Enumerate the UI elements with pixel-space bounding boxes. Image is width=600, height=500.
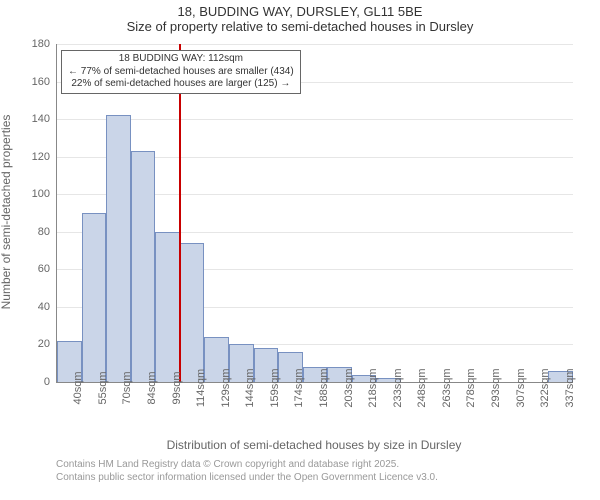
- annotation-box: 18 BUDDING WAY: 112sqm← 77% of semi-deta…: [61, 50, 301, 94]
- x-tick-label: 99sqm: [171, 371, 183, 404]
- annotation-line1: 18 BUDDING WAY: 112sqm: [68, 53, 294, 66]
- annotation-line3: 22% of semi-detached houses are larger (…: [68, 78, 294, 91]
- y-tick-label: 80: [0, 226, 50, 238]
- x-tick-label: 84sqm: [146, 371, 158, 404]
- y-tick-label: 160: [0, 76, 50, 88]
- y-tick-label: 140: [0, 113, 50, 125]
- histogram-bar: [180, 243, 205, 382]
- x-tick-label: 174sqm: [293, 368, 305, 407]
- annotation-line2: ← 77% of semi-detached houses are smalle…: [68, 66, 294, 79]
- x-tick-label: 307sqm: [515, 368, 527, 407]
- histogram-bar: [155, 232, 180, 382]
- chart-title-line2: Size of property relative to semi-detach…: [0, 19, 600, 34]
- y-tick-label: 180: [0, 38, 50, 50]
- x-tick-label: 129sqm: [220, 368, 232, 407]
- x-tick-label: 233sqm: [392, 368, 404, 407]
- x-tick-label: 278sqm: [465, 368, 477, 407]
- chart-title-block: 18, BUDDING WAY, DURSLEY, GL11 5BE Size …: [0, 4, 600, 34]
- footer-attribution: Contains HM Land Registry data © Crown c…: [56, 458, 438, 484]
- y-tick-label: 20: [0, 338, 50, 350]
- x-tick-label: 40sqm: [72, 371, 84, 404]
- marker-line: [179, 44, 181, 382]
- y-tick-label: 100: [0, 188, 50, 200]
- histogram-bar: [82, 213, 107, 382]
- footer-line2: Contains public sector information licen…: [56, 471, 438, 484]
- x-tick-label: 263sqm: [441, 368, 453, 407]
- x-tick-label: 114sqm: [195, 369, 207, 407]
- footer-line1: Contains HM Land Registry data © Crown c…: [56, 458, 438, 471]
- x-axis-title: Distribution of semi-detached houses by …: [56, 438, 572, 452]
- x-tick-label: 159sqm: [269, 368, 281, 407]
- x-tick-label: 203sqm: [343, 368, 355, 407]
- x-tick-label: 70sqm: [121, 371, 133, 404]
- x-tick-label: 188sqm: [318, 368, 330, 407]
- x-tick-label: 218sqm: [367, 368, 379, 407]
- x-tick-label: 293sqm: [490, 368, 502, 407]
- x-tick-labels: 40sqm55sqm70sqm84sqm99sqm114sqm129sqm144…: [56, 386, 572, 446]
- y-tick-label: 120: [0, 151, 50, 163]
- x-tick-label: 144sqm: [244, 368, 256, 407]
- chart-title-line1: 18, BUDDING WAY, DURSLEY, GL11 5BE: [0, 4, 600, 19]
- x-tick-label: 55sqm: [97, 371, 109, 404]
- x-tick-label: 248sqm: [416, 368, 428, 407]
- histogram-bar: [106, 115, 131, 382]
- y-axis-title: Number of semi-detached properties: [0, 43, 13, 381]
- x-tick-label: 322sqm: [539, 368, 551, 407]
- y-tick-label: 40: [0, 301, 50, 313]
- grid-line: [57, 119, 573, 120]
- x-tick-label: 337sqm: [564, 368, 576, 407]
- y-tick-label: 60: [0, 263, 50, 275]
- histogram-bar: [131, 151, 156, 382]
- plot-area: 18 BUDDING WAY: 112sqm← 77% of semi-deta…: [56, 44, 573, 383]
- grid-line: [57, 44, 573, 45]
- y-tick-label: 0: [0, 376, 50, 388]
